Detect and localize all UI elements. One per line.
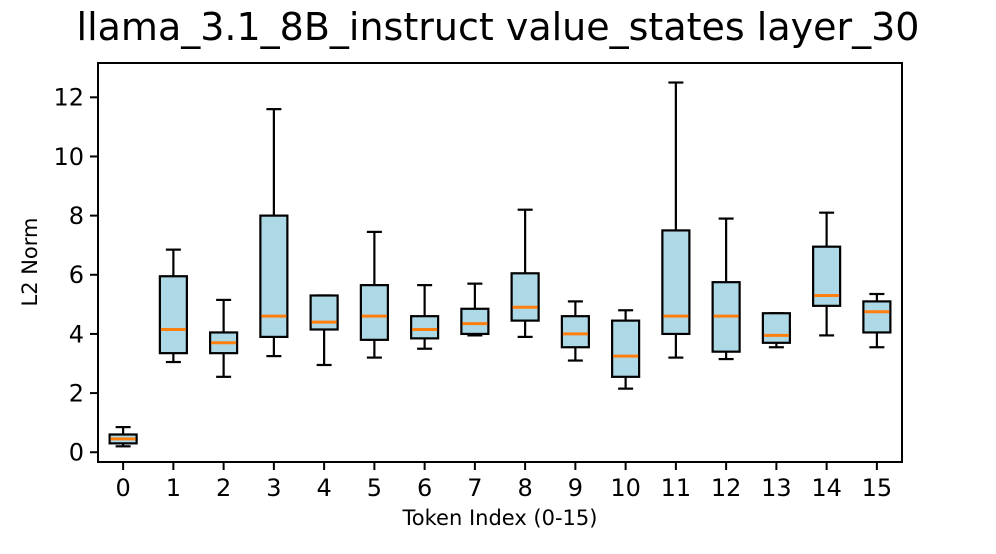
- x-tick-label: 13: [761, 474, 792, 502]
- y-tick-label: 10: [53, 143, 84, 171]
- x-tick-label: 6: [417, 474, 432, 502]
- x-tick-label: 12: [711, 474, 742, 502]
- x-tick-label: 9: [568, 474, 583, 502]
- box-token-15: [862, 300, 892, 334]
- x-tick-label: 8: [517, 474, 532, 502]
- box-token-4: [309, 294, 339, 331]
- plot-area: [97, 62, 903, 463]
- x-tick-label: 7: [467, 474, 482, 502]
- x-tick-label: 10: [610, 474, 641, 502]
- box-token-6: [410, 315, 440, 340]
- y-tick-label: 8: [69, 202, 84, 230]
- box-token-7: [460, 307, 490, 336]
- x-tick-label: 5: [367, 474, 382, 502]
- x-tick-label: 2: [216, 474, 231, 502]
- box-token-5: [359, 284, 389, 341]
- box-token-3: [259, 214, 289, 338]
- chart-title: llama_3.1_8B_instruct value_states layer…: [76, 5, 920, 49]
- x-tick-label: 11: [661, 474, 692, 502]
- y-tick-label: 12: [53, 84, 84, 112]
- box-token-9: [560, 315, 590, 349]
- box-token-8: [510, 272, 540, 322]
- x-tick-label: 0: [115, 474, 130, 502]
- x-tick-label: 15: [862, 474, 893, 502]
- y-tick-label: 2: [69, 379, 84, 407]
- box-token-11: [661, 229, 691, 336]
- y-tick-label: 0: [69, 439, 84, 467]
- y-tick-label: 6: [69, 261, 84, 289]
- x-tick-label: 1: [166, 474, 181, 502]
- x-axis-label: Token Index (0-15): [402, 506, 598, 530]
- x-tick-label: 14: [811, 474, 842, 502]
- box-token-1: [158, 275, 188, 355]
- x-tick-label: 4: [316, 474, 331, 502]
- box-token-13: [761, 312, 791, 344]
- x-tick-label: 3: [266, 474, 281, 502]
- y-tick-label: 4: [69, 320, 84, 348]
- box-token-10: [611, 319, 641, 378]
